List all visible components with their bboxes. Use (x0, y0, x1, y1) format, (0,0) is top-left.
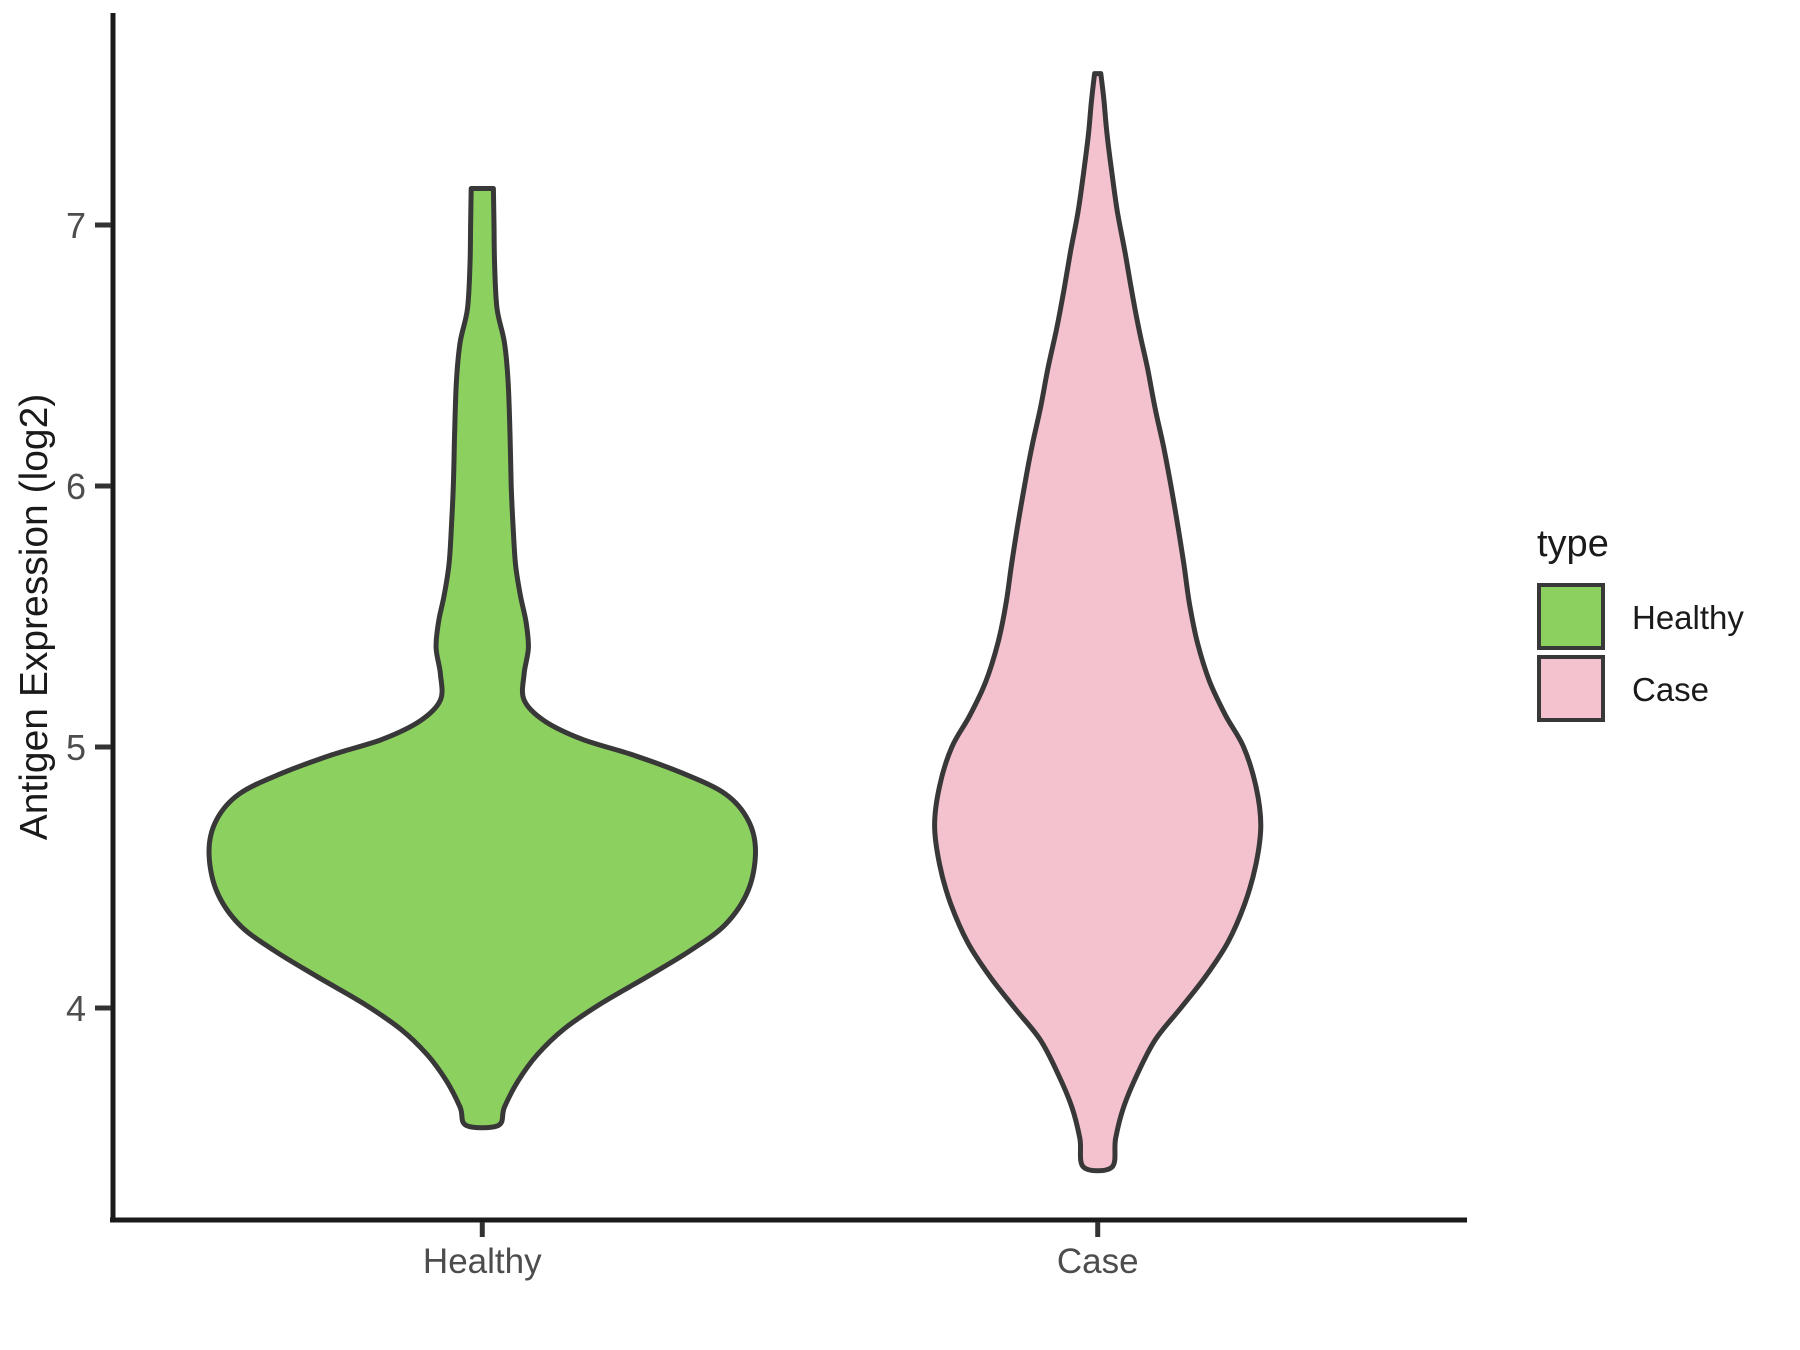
violin-healthy (206, 186, 758, 1131)
legend-label-healthy: Healthy (1632, 599, 1744, 636)
axes-layer (110, 13, 1467, 1223)
legend-title: type (1537, 523, 1609, 565)
y-tick-label: 7 (66, 205, 86, 246)
violins-layer (206, 71, 1264, 1174)
y-axis-title: Antigen Expression (log2) (13, 394, 56, 841)
y-axis-ticks: 4 5 6 7 (66, 205, 111, 1029)
x-category-label-case: Case (1057, 1242, 1139, 1281)
y-tick-label: 4 (66, 988, 86, 1029)
legend: type Healthy Case (1537, 523, 1744, 722)
legend-key-healthy (1537, 583, 1605, 650)
x-axis-ticks: Healthy Case (423, 1222, 1139, 1281)
x-category-label-healthy: Healthy (423, 1242, 542, 1281)
legend-label-case: Case (1632, 671, 1709, 708)
legend-key-case (1537, 655, 1605, 722)
y-tick-label: 6 (66, 466, 86, 507)
y-tick-label: 5 (66, 727, 86, 768)
violin-case (932, 71, 1264, 1174)
